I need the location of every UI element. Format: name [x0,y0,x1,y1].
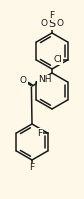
Text: F: F [49,11,55,20]
Text: O: O [20,76,27,85]
Text: Cl: Cl [53,56,62,64]
Text: NH: NH [38,75,51,85]
Text: O: O [40,20,47,28]
Text: O: O [57,20,64,28]
Text: F: F [29,164,35,173]
Text: F: F [37,129,42,138]
Text: S: S [48,19,56,29]
